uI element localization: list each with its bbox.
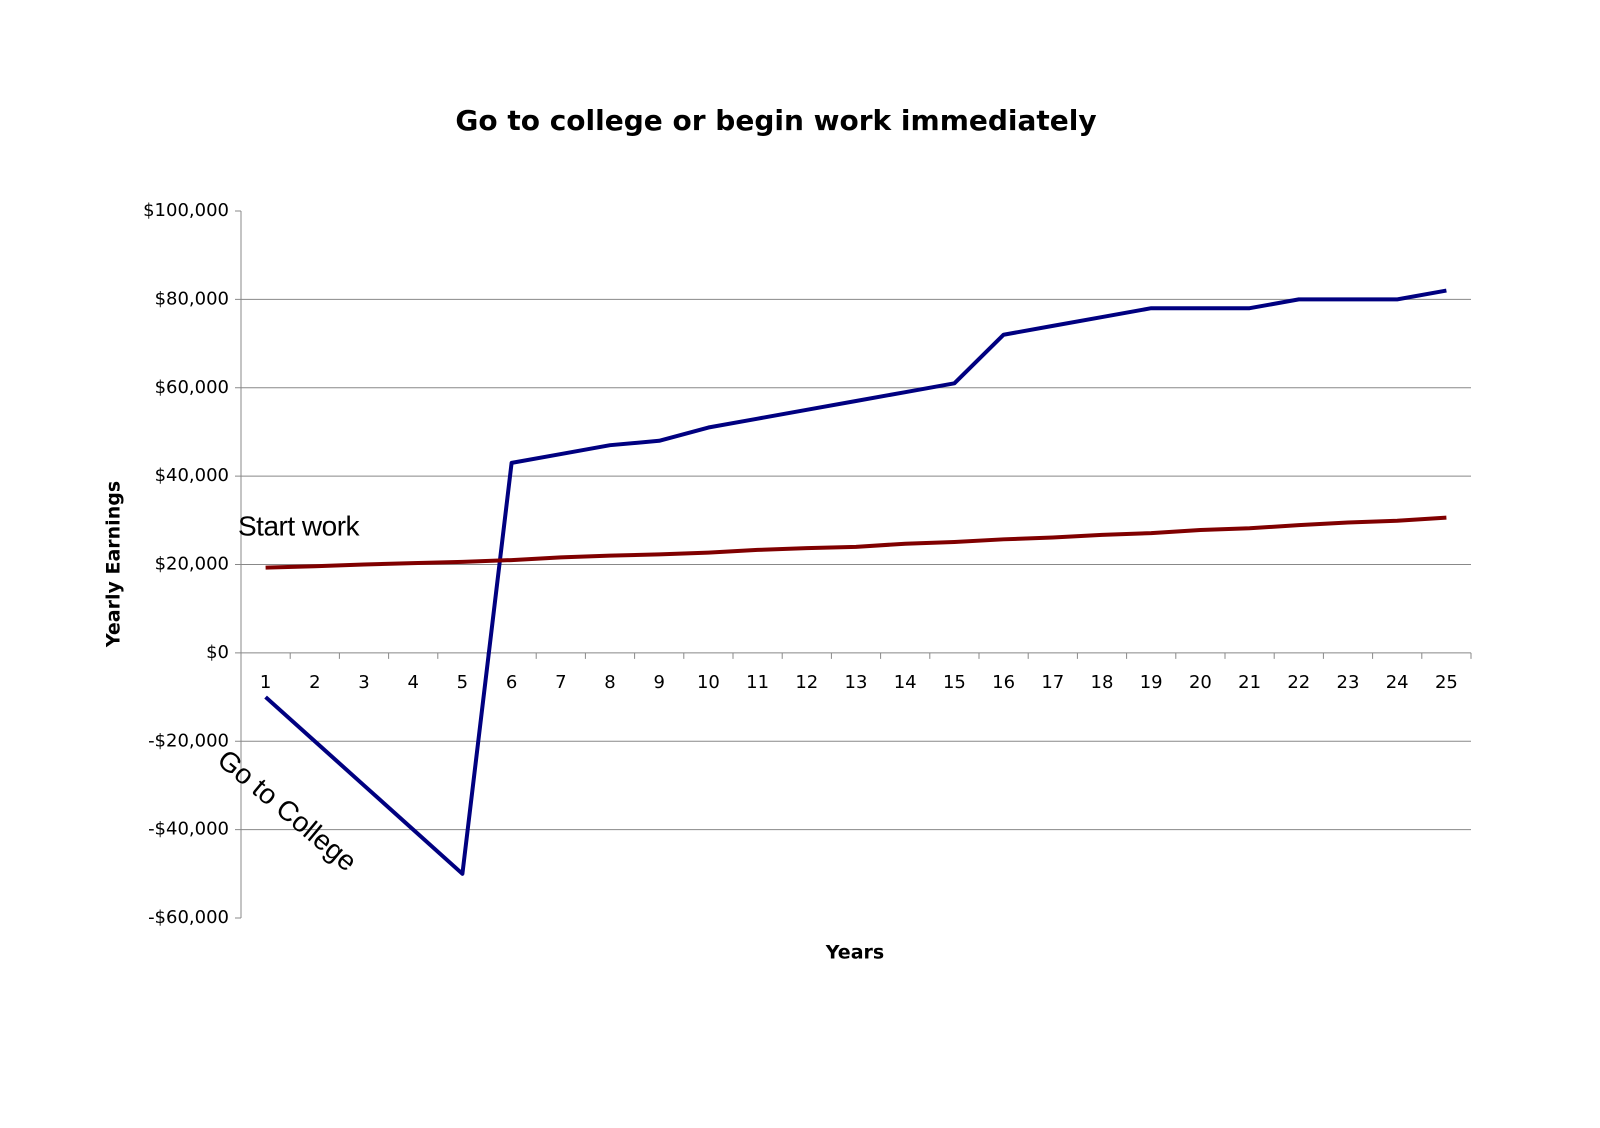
x-tick-label: 17 (1041, 672, 1064, 693)
x-tick-label: 19 (1140, 672, 1163, 693)
y-tick-label: $100,000 (143, 200, 229, 221)
chart-title: Go to college or begin work immediately (455, 104, 1096, 137)
x-tick-label: 7 (555, 672, 566, 693)
y-tick-label: $40,000 (155, 465, 229, 486)
x-tick-label: 16 (992, 672, 1015, 693)
x-tick-label: 9 (653, 672, 664, 693)
x-tick-label: 3 (358, 672, 369, 693)
y-tick-label: -$60,000 (148, 907, 229, 928)
x-tick-label: 23 (1337, 672, 1360, 693)
y-tick-label: $60,000 (155, 377, 229, 398)
x-tick-label: 4 (407, 672, 418, 693)
x-tick-label: 20 (1189, 672, 1212, 693)
series-label: Start work (238, 510, 361, 541)
x-tick-label: 1 (260, 672, 271, 693)
y-tick-label: $80,000 (155, 288, 229, 309)
x-tick-label: 11 (746, 672, 769, 693)
x-tick-label: 6 (506, 672, 517, 693)
x-tick-label: 12 (795, 672, 818, 693)
x-tick-label: 5 (457, 672, 468, 693)
x-tick-label: 2 (309, 672, 320, 693)
y-tick-label: $20,000 (155, 554, 229, 575)
x-tick-label: 10 (697, 672, 720, 693)
series-line (264, 288, 1447, 876)
y-axis-title: Yearly Earnings (103, 481, 125, 648)
x-tick-label: 14 (894, 672, 917, 693)
x-tick-label: 15 (943, 672, 966, 693)
x-tick-label: 22 (1287, 672, 1310, 693)
x-tick-label: 18 (1091, 672, 1114, 693)
y-tick-label: -$20,000 (148, 730, 229, 751)
x-axis-title: Years (825, 942, 884, 964)
x-tick-label: 21 (1238, 672, 1261, 693)
x-tick-label: 13 (845, 672, 868, 693)
x-tick-label: 25 (1435, 672, 1458, 693)
x-tick-label: 24 (1386, 672, 1409, 693)
y-tick-label: $0 (206, 642, 229, 663)
series-line (265, 515, 1447, 570)
y-tick-label: -$40,000 (148, 819, 229, 840)
x-tick-label: 8 (604, 672, 615, 693)
